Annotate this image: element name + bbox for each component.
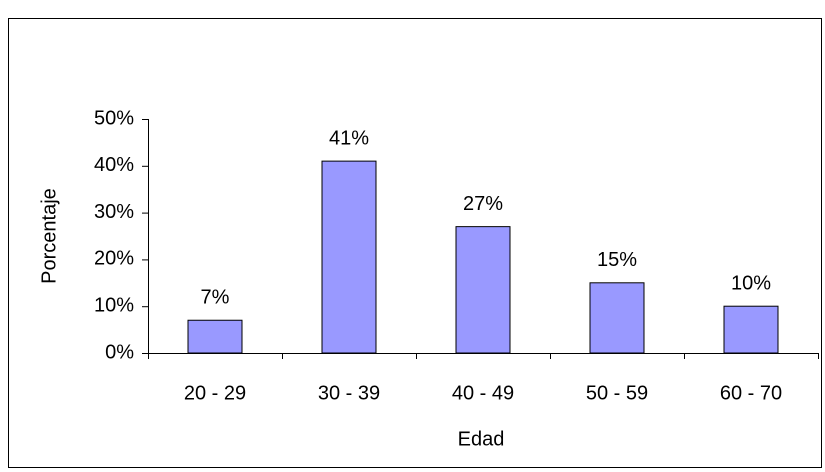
x-axis-label: Edad xyxy=(458,428,505,450)
y-tick-label: 40% xyxy=(94,154,134,176)
y-tick-label: 0% xyxy=(105,341,134,363)
y-tick-label: 30% xyxy=(94,201,134,223)
x-tick-label: 40 - 49 xyxy=(452,382,514,404)
bar xyxy=(321,160,377,354)
x-tick-label: 60 - 70 xyxy=(720,382,782,404)
x-tick-label: 30 - 39 xyxy=(318,382,380,404)
chart-border xyxy=(8,18,822,468)
data-label: 10% xyxy=(731,272,771,294)
data-label: 7% xyxy=(201,287,230,309)
bar xyxy=(455,226,511,354)
bar xyxy=(589,282,645,354)
x-tick-label: 20 - 29 xyxy=(184,382,246,404)
data-label: 15% xyxy=(597,249,637,271)
data-label: 27% xyxy=(463,193,503,215)
data-label: 41% xyxy=(329,127,369,149)
bar xyxy=(723,305,779,354)
y-axis-label: Porcentaje xyxy=(38,188,60,284)
y-tick-label: 20% xyxy=(94,248,134,270)
x-tick-label: 50 - 59 xyxy=(586,382,648,404)
y-tick-label: 50% xyxy=(94,107,134,129)
bar xyxy=(187,319,243,354)
y-tick-label: 10% xyxy=(94,294,134,316)
